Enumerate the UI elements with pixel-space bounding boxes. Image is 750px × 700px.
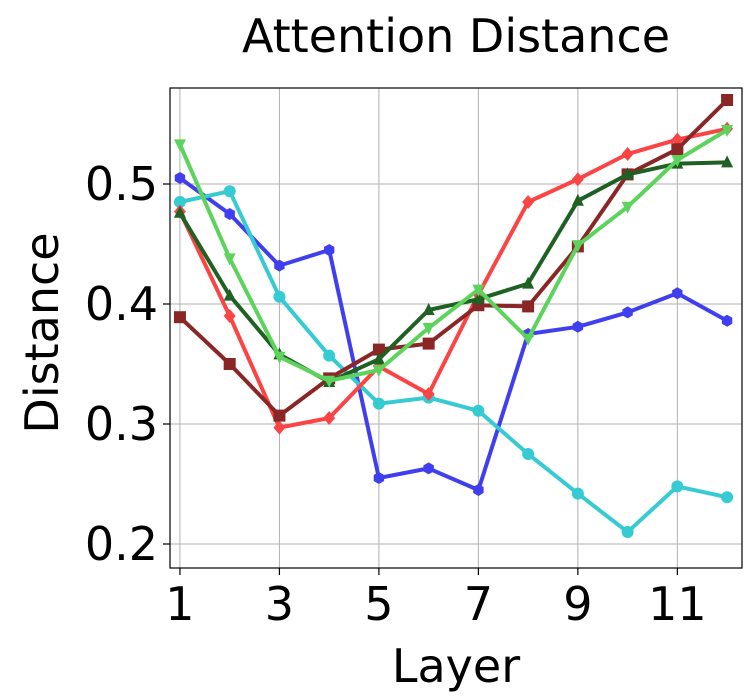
series-point: [671, 480, 684, 493]
series-6: [173, 125, 734, 388]
x-tick-label: 9: [563, 577, 592, 631]
series-2: [173, 185, 734, 538]
series-point: [621, 526, 634, 538]
x-tick-label: 11: [648, 577, 707, 631]
x-tick-label: 3: [265, 577, 294, 631]
y-tick-label: 0.5: [85, 157, 158, 211]
series-point: [472, 284, 485, 297]
series-point: [671, 143, 684, 156]
series-point: [522, 276, 535, 289]
series-point: [323, 244, 335, 256]
series-point: [422, 387, 435, 401]
x-axis-label: Layer: [392, 639, 520, 693]
series-point: [372, 343, 385, 356]
series-line: [177, 126, 730, 430]
y-tick-label: 0.2: [85, 517, 158, 571]
series-line: [177, 160, 730, 384]
series-point: [571, 240, 584, 253]
series-point: [721, 491, 734, 504]
series-point: [223, 288, 236, 301]
series-lines: [173, 94, 734, 538]
series-point: [273, 409, 286, 422]
series-point: [721, 314, 733, 327]
series-point: [373, 472, 385, 484]
series-point: [323, 411, 336, 425]
chart-title: Attention Distance: [242, 9, 670, 63]
series-point: [274, 259, 285, 272]
series-point: [223, 358, 236, 370]
series-point: [223, 309, 236, 323]
axis-ticks: 1 3 5 7 9 11 0.2 0.3 0.4 0.5: [85, 157, 707, 631]
series-point: [423, 462, 434, 475]
series-point: [671, 155, 684, 167]
plot-frame: [169, 87, 743, 569]
x-tick-label: 7: [464, 577, 493, 631]
series-point: [472, 404, 485, 417]
series-point: [721, 125, 734, 137]
series-point: [422, 323, 435, 335]
series-line: [177, 176, 730, 492]
x-tick-label: 5: [364, 577, 393, 631]
series-point: [721, 94, 734, 106]
series-point: [223, 253, 236, 266]
series-line: [177, 189, 730, 534]
series-point: [372, 365, 385, 377]
series-line: [177, 98, 730, 418]
y-tick-label: 0.3: [85, 397, 158, 451]
series-point: [621, 201, 634, 214]
series-point: [323, 349, 336, 362]
series-point: [273, 420, 286, 435]
series-point: [422, 337, 435, 350]
series-point: [323, 375, 336, 388]
series-5: [173, 155, 734, 387]
series-point: [173, 205, 186, 218]
series-point: [571, 193, 584, 206]
series-point: [223, 185, 236, 198]
series-point: [372, 352, 385, 365]
series-point: [621, 147, 634, 161]
series-point: [572, 320, 584, 333]
series-point: [571, 487, 584, 500]
series-point: [671, 132, 684, 147]
series-4: [173, 94, 734, 422]
series-point: [621, 167, 634, 180]
series-point: [522, 195, 535, 209]
series-point: [721, 155, 734, 168]
series-point: [522, 448, 535, 460]
series-point: [224, 208, 235, 220]
y-axis-label: Distance: [15, 232, 69, 433]
series-point: [422, 303, 435, 315]
series-point: [173, 311, 186, 324]
series-point: [672, 287, 683, 300]
series-1: [174, 172, 733, 496]
x-tick-label: 1: [165, 577, 194, 631]
series-point: [522, 333, 535, 346]
series-point: [472, 292, 485, 305]
y-tick-label: 0.4: [85, 277, 158, 331]
series-point: [622, 306, 633, 319]
series-point: [173, 196, 186, 208]
series-point: [173, 139, 186, 152]
series-point: [273, 290, 286, 303]
series-point: [571, 172, 584, 187]
series-point: [473, 484, 484, 496]
series-point: [273, 351, 286, 364]
series-point: [522, 300, 535, 313]
series-point: [372, 397, 385, 410]
series-point: [174, 172, 186, 184]
series-line: [177, 128, 730, 383]
